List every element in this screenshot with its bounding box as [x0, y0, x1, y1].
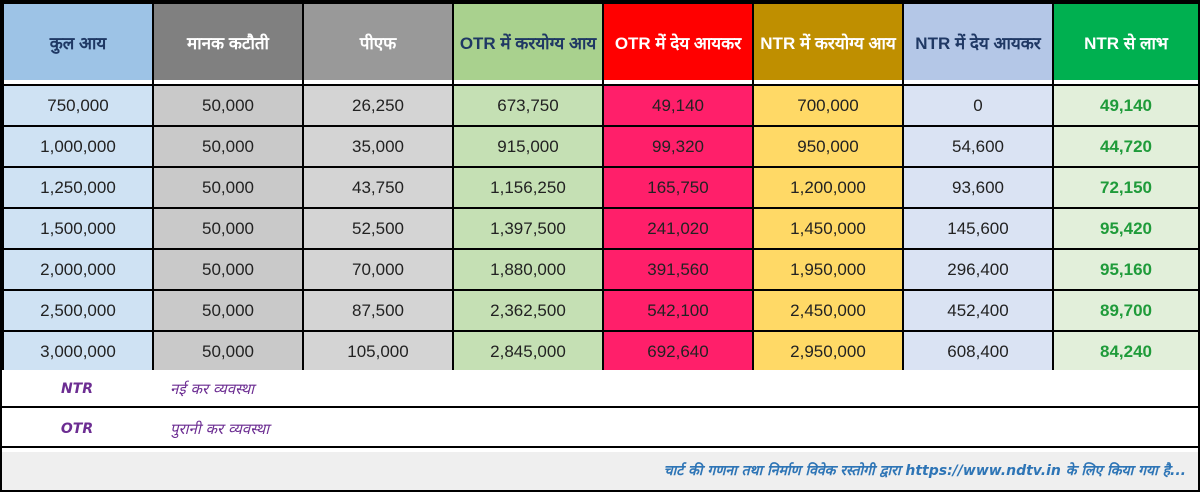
cell-ntr-tax-payable: 145,600	[902, 207, 1054, 250]
cell-pf: 26,250	[302, 84, 454, 127]
header-otr-taxable-income: OTR में करयोग्य आय	[452, 2, 604, 86]
cell-otr-tax-payable: 99,320	[602, 125, 754, 168]
cell-ntr-tax-payable: 54,600	[902, 125, 1054, 168]
cell-otr-taxable-income: 673,750	[452, 84, 604, 127]
cell-total-income: 1,250,000	[2, 166, 154, 209]
legend-otr: OTR पुरानी कर व्यवस्था	[2, 410, 1198, 448]
cell-standard-deduction: 50,000	[152, 289, 304, 332]
cell-ntr-taxable-income: 2,950,000	[752, 330, 904, 373]
cell-ntr-benefit: 89,700	[1052, 289, 1200, 332]
cell-total-income: 1,000,000	[2, 125, 154, 168]
header-ntr-benefit: NTR से लाभ	[1052, 2, 1200, 86]
cell-pf: 35,000	[302, 125, 454, 168]
cell-standard-deduction: 50,000	[152, 330, 304, 373]
cell-pf: 43,750	[302, 166, 454, 209]
header-otr-tax-payable: OTR में देय आयकर	[602, 2, 754, 86]
cell-standard-deduction: 50,000	[152, 248, 304, 291]
header-total-income: कुल आय	[2, 2, 154, 86]
legend-abbr: OTR	[60, 421, 94, 437]
cell-ntr-tax-payable: 608,400	[902, 330, 1054, 373]
cell-pf: 70,000	[302, 248, 454, 291]
cell-total-income: 2,000,000	[2, 248, 154, 291]
cell-ntr-benefit: 95,420	[1052, 207, 1200, 250]
cell-otr-tax-payable: 692,640	[602, 330, 754, 373]
header-row: कुल आय मानक कटौती पीएफ OTR में करयोग्य आ…	[2, 2, 1200, 86]
table-row: 1,000,000 50,000 35,000 915,000 99,320 950,00…	[2, 125, 1200, 168]
cell-ntr-taxable-income: 2,450,000	[752, 289, 904, 332]
cell-ntr-tax-payable: 452,400	[902, 289, 1054, 332]
table-row: 1,500,000 50,000 52,500 1,397,500 241,020 1,4…	[2, 207, 1200, 250]
cell-otr-tax-payable: 165,750	[602, 166, 754, 209]
cell-otr-taxable-income: 2,845,000	[452, 330, 604, 373]
cell-otr-taxable-income: 2,362,500	[452, 289, 604, 332]
cell-ntr-benefit: 49,140	[1052, 84, 1200, 127]
cell-ntr-tax-payable: 93,600	[902, 166, 1054, 209]
cell-otr-taxable-income: 1,880,000	[452, 248, 604, 291]
cell-ntr-tax-payable: 0	[902, 84, 1054, 127]
header-pf: पीएफ	[302, 2, 454, 86]
cell-otr-taxable-income: 1,156,250	[452, 166, 604, 209]
cell-total-income: 3,000,000	[2, 330, 154, 373]
header-standard-deduction: मानक कटौती	[152, 2, 304, 86]
cell-ntr-benefit: 84,240	[1052, 330, 1200, 373]
cell-otr-tax-payable: 542,100	[602, 289, 754, 332]
cell-standard-deduction: 50,000	[152, 207, 304, 250]
cell-ntr-taxable-income: 700,000	[752, 84, 904, 127]
table-row: 2,000,000 50,000 70,000 1,880,000 391,560 1,9…	[2, 248, 1200, 291]
legend-abbr: NTR	[60, 381, 94, 397]
cell-ntr-tax-payable: 296,400	[902, 248, 1054, 291]
cell-ntr-benefit: 95,160	[1052, 248, 1200, 291]
cell-otr-tax-payable: 49,140	[602, 84, 754, 127]
cell-pf: 105,000	[302, 330, 454, 373]
header-ntr-tax-payable: NTR में देय आयकर	[902, 2, 1054, 86]
legend-description: पुरानी कर व्यवस्था	[170, 420, 270, 438]
cell-standard-deduction: 50,000	[152, 84, 304, 127]
cell-ntr-benefit: 72,150	[1052, 166, 1200, 209]
legend-ntr: NTR नई कर व्यवस्था	[2, 370, 1198, 408]
table-row: 1,250,000 50,000 43,750 1,156,250 165,750 1,2…	[2, 166, 1200, 209]
cell-standard-deduction: 50,000	[152, 125, 304, 168]
cell-total-income: 2,500,000	[2, 289, 154, 332]
cell-ntr-taxable-income: 1,200,000	[752, 166, 904, 209]
header-ntr-taxable-income: NTR में करयोग्य आय	[752, 2, 904, 86]
cell-otr-taxable-income: 915,000	[452, 125, 604, 168]
cell-ntr-taxable-income: 1,950,000	[752, 248, 904, 291]
table-row: 3,000,000 50,000 105,000 2,845,000 692,640 2,…	[2, 330, 1200, 373]
cell-ntr-taxable-income: 950,000	[752, 125, 904, 168]
cell-pf: 87,500	[302, 289, 454, 332]
cell-ntr-benefit: 44,720	[1052, 125, 1200, 168]
legend-description: नई कर व्यवस्था	[170, 380, 255, 398]
cell-pf: 52,500	[302, 207, 454, 250]
cell-otr-taxable-income: 1,397,500	[452, 207, 604, 250]
cell-total-income: 1,500,000	[2, 207, 154, 250]
cell-total-income: 750,000	[2, 84, 154, 127]
tax-comparison-table: कुल आय मानक कटौती पीएफ OTR में करयोग्य आ…	[2, 2, 1200, 373]
cell-otr-tax-payable: 391,560	[602, 248, 754, 291]
footer-credit: चार्ट की गणना तथा निर्माण विवेक रस्तोगी …	[2, 452, 1198, 490]
table-row: 750,000 50,000 26,250 673,750 49,140 700,000 0…	[2, 84, 1200, 127]
table-row: 2,500,000 50,000 87,500 2,362,500 542,100 2,4…	[2, 289, 1200, 332]
cell-ntr-taxable-income: 1,450,000	[752, 207, 904, 250]
cell-standard-deduction: 50,000	[152, 166, 304, 209]
cell-otr-tax-payable: 241,020	[602, 207, 754, 250]
